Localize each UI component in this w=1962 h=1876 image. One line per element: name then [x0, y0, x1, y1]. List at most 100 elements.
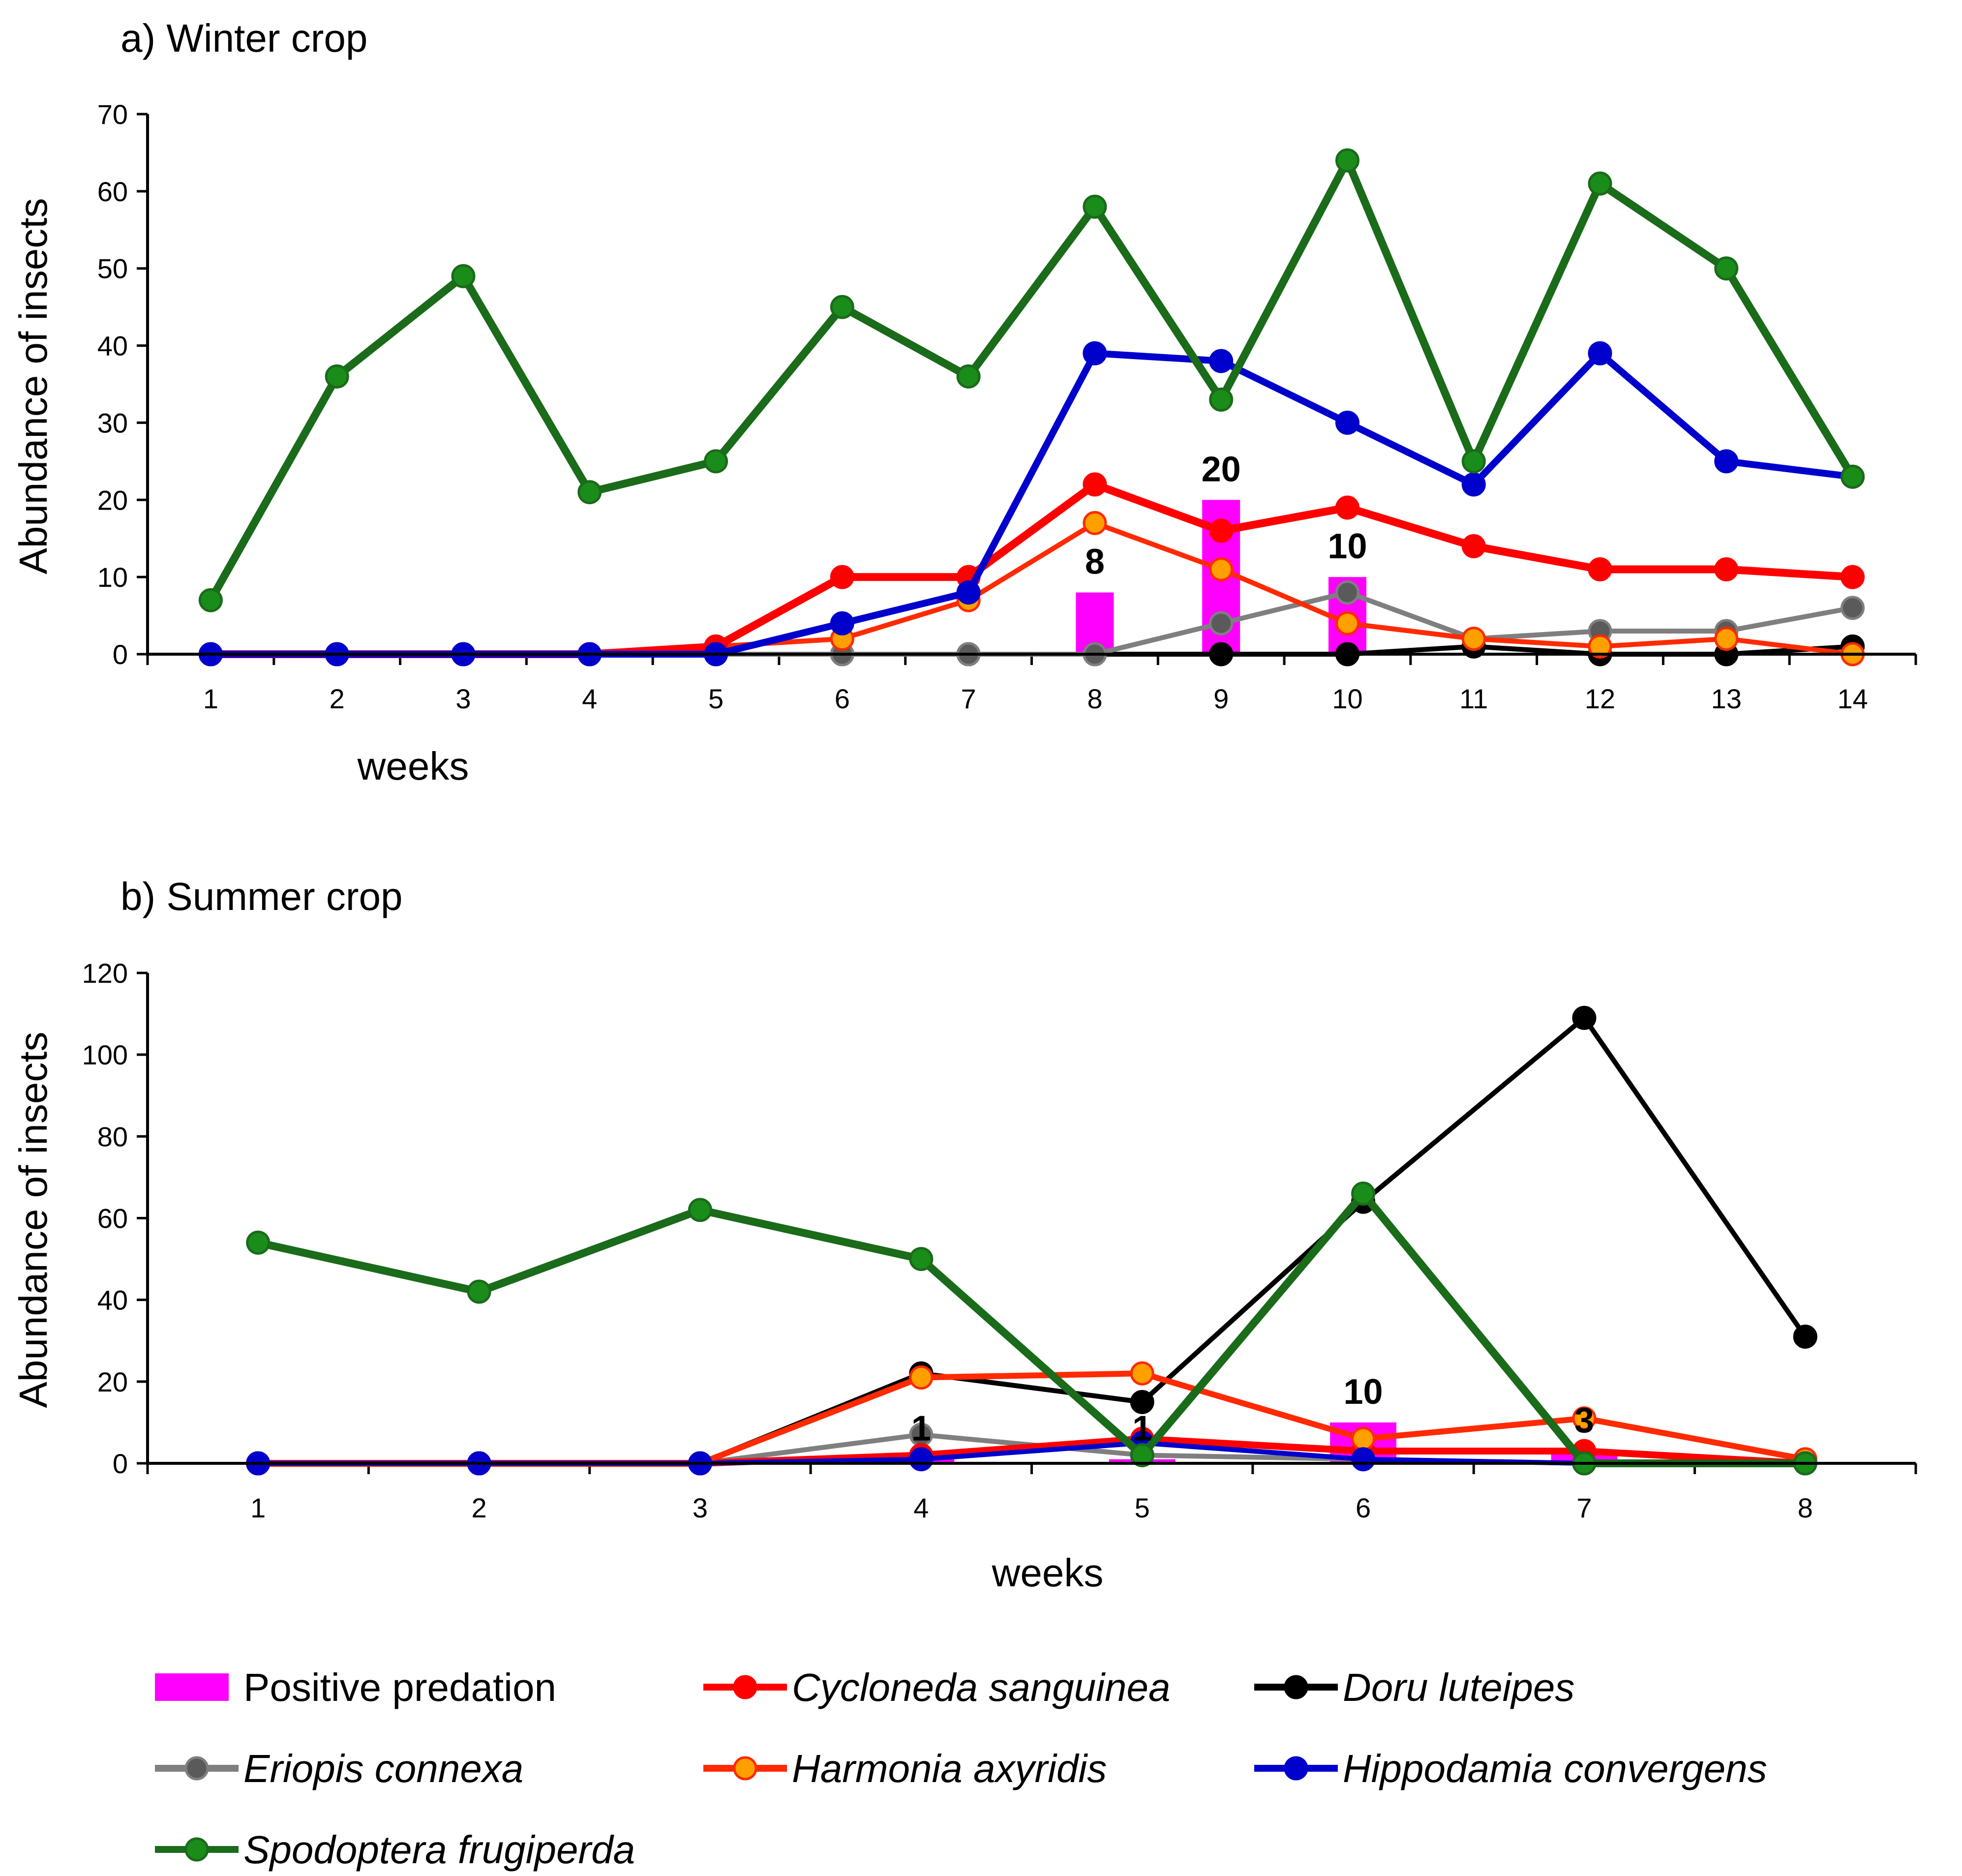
series-point	[1588, 634, 1612, 659]
y-tick-label: 0	[113, 1448, 128, 1479]
panel-a-title: a) Winter crop	[121, 16, 367, 60]
x-tick-label: 1	[250, 1492, 266, 1523]
x-tick-label: 5	[1135, 1492, 1150, 1523]
x-tick-label: 2	[330, 683, 345, 714]
legend-label: Harmonia axyridis	[792, 1747, 1107, 1790]
x-tick-label: 6	[835, 683, 850, 714]
series-point	[1335, 580, 1359, 605]
series-point	[1335, 410, 1359, 435]
x-tick-label: 8	[1087, 683, 1102, 714]
legend-swatch-marker	[184, 1837, 209, 1862]
predation-bar-label: 20	[1202, 450, 1241, 489]
series-point	[704, 449, 728, 474]
series-point	[1572, 1005, 1597, 1030]
series-point	[1209, 518, 1234, 543]
series-point	[1083, 511, 1107, 535]
series-point	[830, 295, 854, 319]
panel-b-plot: 0 20 40 60 80 100 120 1 2 3 4 5 6 7 8 1 1 10 3	[82, 958, 1917, 1523]
panel-b-xlabel: weeks	[992, 1551, 1104, 1595]
series-point	[1351, 1426, 1376, 1451]
y-tick-label: 20	[97, 484, 128, 515]
predation-bar-label: 1	[1132, 1409, 1152, 1449]
legend-swatch-marker	[184, 1756, 209, 1781]
series-point	[1209, 349, 1234, 373]
series-point	[246, 1230, 271, 1255]
series-point	[577, 480, 602, 505]
series-point	[1130, 1390, 1154, 1414]
series-point	[1351, 1447, 1376, 1472]
y-tick-label: 60	[97, 176, 128, 207]
x-tick-label: 14	[1837, 683, 1868, 714]
legend-swatch-marker	[1284, 1756, 1308, 1781]
legend-label: Positive predation	[243, 1665, 556, 1709]
panel-a-xlabel: weeks	[357, 744, 469, 788]
series-point	[1572, 1406, 1597, 1431]
series-point	[1461, 627, 1486, 651]
panel-b-ylabel: Abundance of insects	[11, 1032, 55, 1408]
series-point	[1461, 472, 1486, 497]
legend-swatch-marker	[733, 1675, 757, 1699]
legend: Positive predation Cycloneda sanguinea Dor…	[155, 1665, 1767, 1872]
series-point	[1209, 387, 1234, 412]
series-point	[198, 588, 223, 612]
series-point	[688, 1198, 712, 1222]
x-tick-label: 7	[1576, 1492, 1592, 1523]
x-tick-label: 3	[693, 1492, 708, 1523]
series-point	[1461, 449, 1486, 474]
series-point	[1209, 557, 1234, 581]
x-tick-label: 12	[1585, 683, 1615, 714]
series-point	[1083, 341, 1107, 365]
x-tick-label: 13	[1711, 683, 1742, 714]
series-point	[1209, 611, 1234, 635]
y-tick-label: 70	[97, 99, 128, 130]
series-point	[467, 1279, 491, 1304]
series-point	[909, 1247, 934, 1271]
x-tick-label: 8	[1798, 1492, 1813, 1523]
x-tick-label: 4	[913, 1492, 929, 1523]
y-tick-label: 20	[97, 1366, 128, 1397]
series-line	[207, 156, 1857, 605]
series-point	[1714, 557, 1739, 581]
series-point	[1841, 596, 1865, 620]
predation-bar-label: 10	[1344, 1372, 1383, 1412]
predation-bar-label: 1	[911, 1409, 931, 1449]
series-point	[1130, 1361, 1154, 1386]
y-tick-label: 120	[82, 958, 128, 989]
y-tick-label: 50	[97, 253, 128, 284]
series-point	[1130, 1443, 1154, 1467]
series-point	[325, 364, 349, 389]
legend-swatch-marker	[733, 1756, 757, 1781]
series-point	[1841, 464, 1865, 489]
summer-crop-chart: b) Summer crop weeks Abundance of insect…	[11, 875, 1917, 1595]
legend-label: Hippodamia convergens	[1343, 1747, 1767, 1790]
y-tick-label: 60	[97, 1203, 128, 1234]
series-point	[830, 565, 854, 589]
series-point	[1714, 449, 1739, 474]
legend-label: Spodoptera frugiperda	[243, 1828, 635, 1872]
series-point	[1588, 557, 1612, 581]
series-point	[1714, 627, 1739, 651]
x-tick-label: 4	[582, 683, 597, 714]
series-point	[1083, 194, 1107, 219]
y-tick-label: 30	[97, 407, 128, 438]
series-line	[254, 1189, 1810, 1467]
series-point	[1335, 611, 1359, 635]
series-point	[1335, 495, 1359, 520]
panel-b-title: b) Summer crop	[121, 875, 402, 918]
series-point	[451, 264, 476, 288]
y-tick-label: 0	[113, 639, 128, 670]
series-point	[956, 364, 981, 389]
series-point	[1793, 1324, 1817, 1349]
series-point	[1841, 565, 1865, 589]
x-tick-label: 9	[1213, 683, 1229, 714]
legend-label: Doru luteipes	[1343, 1665, 1574, 1709]
series-point	[909, 1447, 934, 1472]
series-point	[1714, 256, 1739, 281]
legend-label: Cycloneda sanguinea	[792, 1665, 1170, 1709]
series-point	[1351, 1181, 1376, 1206]
y-tick-label: 80	[97, 1121, 128, 1152]
series-point	[830, 611, 854, 635]
series-point	[956, 580, 981, 605]
